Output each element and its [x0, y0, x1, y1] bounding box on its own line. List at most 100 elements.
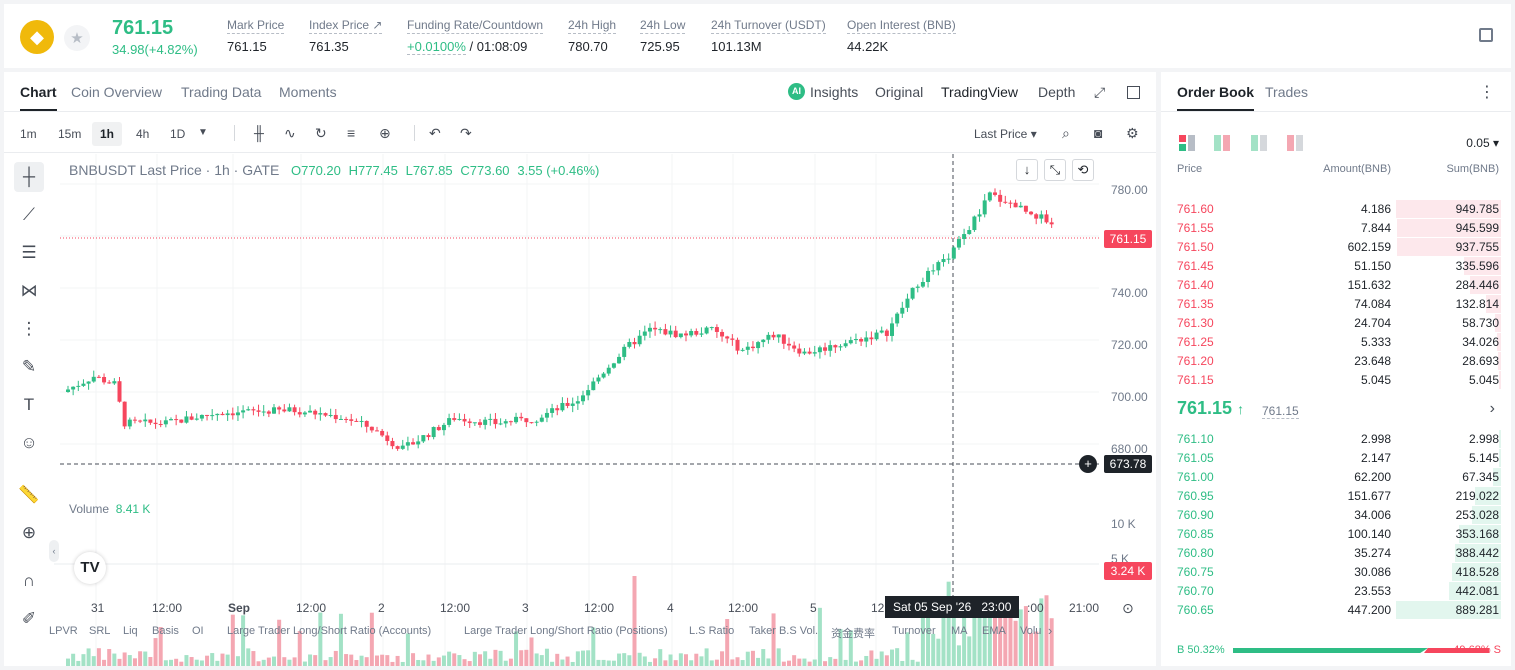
collapse-toolbar-icon[interactable]: ‹: [49, 540, 59, 562]
bid-row[interactable]: 760.80 35.274 388.442: [1161, 544, 1511, 563]
asks-view-icon[interactable]: [1251, 135, 1267, 151]
templates-icon[interactable]: ≡: [347, 125, 356, 141]
pattern-icon[interactable]: ⋈: [20, 281, 38, 300]
volume-bar: [802, 658, 807, 666]
indicator-tab[interactable]: LPVR: [49, 625, 78, 637]
bids-view-icon[interactable]: [1214, 135, 1230, 151]
ask-row[interactable]: 761.55 7.844 945.599: [1161, 219, 1511, 238]
timeframe-4h[interactable]: 4h: [136, 127, 150, 141]
bid-row[interactable]: 760.70 23.553 442.081: [1161, 582, 1511, 601]
timeframe-1h[interactable]: 1h: [92, 122, 123, 146]
indicators-icon[interactable]: ∿: [284, 125, 296, 141]
favorite-star-icon[interactable]: ★: [64, 25, 90, 51]
tick-size-select[interactable]: 0.05 ▾: [1466, 136, 1499, 150]
brush-icon[interactable]: ✎: [21, 357, 37, 376]
indicator-tab[interactable]: SRL: [89, 625, 111, 637]
add-alert-icon[interactable]: +: [1079, 455, 1097, 473]
ask-row[interactable]: 761.40 151.632 284.446: [1161, 276, 1511, 295]
timeframe-15m[interactable]: 15m: [58, 127, 82, 141]
chevron-right-icon[interactable]: ›: [1489, 400, 1495, 417]
bid-row[interactable]: 761.10 2.998 2.998: [1161, 430, 1511, 449]
indicator-tab[interactable]: Large Trader Long/Short Ratio (Positions…: [464, 625, 668, 637]
window-icon[interactable]: [1127, 86, 1140, 99]
bid-row[interactable]: 761.05 2.147 5.145: [1161, 449, 1511, 468]
tab-tradingview[interactable]: TradingView: [941, 84, 1019, 100]
more-icon[interactable]: ⋮: [1479, 84, 1495, 101]
divider: [234, 125, 235, 141]
undo-icon[interactable]: ↶: [429, 125, 441, 141]
timeframe-1d[interactable]: 1D: [170, 127, 186, 141]
trendline-icon[interactable]: ⟋: [23, 205, 35, 224]
ask-row[interactable]: 761.25 5.333 34.026: [1161, 333, 1511, 352]
magnet-icon[interactable]: ∩: [22, 571, 36, 590]
zoom-in-icon[interactable]: ⊕: [21, 523, 37, 542]
price-chart[interactable]: [4, 154, 1156, 666]
ask-row[interactable]: 761.15 5.045 5.045: [1161, 371, 1511, 390]
bid-row[interactable]: 761.00 62.200 67.345: [1161, 468, 1511, 487]
indicator-tab[interactable]: Taker B.S Vol.: [749, 625, 819, 637]
candle: [926, 270, 931, 282]
tab-coin-overview[interactable]: Coin Overview: [71, 84, 163, 100]
bid-row[interactable]: 760.95 151.677 219.022: [1161, 487, 1511, 506]
bid-row[interactable]: 760.75 30.086 418.528: [1161, 563, 1511, 582]
tab-trades[interactable]: Trades: [1265, 84, 1309, 100]
collapse-icon[interactable]: ⤡: [1044, 159, 1066, 181]
time-settings-icon[interactable]: ⊙: [1122, 600, 1134, 616]
ruler-icon[interactable]: 📏: [18, 485, 40, 504]
stat-mark-price[interactable]: Mark Price 761.15: [227, 18, 285, 54]
redo-icon[interactable]: ↷: [460, 125, 472, 141]
chevron-down-icon[interactable]: ▼: [198, 127, 208, 138]
tab-order-book[interactable]: Order Book: [1177, 84, 1255, 111]
indicator-tab[interactable]: MA: [951, 625, 968, 637]
bid-row[interactable]: 760.65 447.200 889.281: [1161, 601, 1511, 620]
tab-moments[interactable]: Moments: [279, 84, 337, 100]
indicator-tab[interactable]: Turnover: [892, 625, 936, 637]
price-type-select[interactable]: Last Price ▾: [974, 127, 1037, 141]
candles-icon[interactable]: ╫: [254, 125, 264, 141]
both-sides-view-icon[interactable]: [1179, 135, 1195, 151]
candle: [71, 386, 76, 390]
stat-index-price[interactable]: Index Price ↗ 761.35: [309, 18, 383, 54]
indicator-tab[interactable]: 资金费率: [831, 628, 875, 640]
indicator-tab[interactable]: L.S Ratio: [689, 625, 735, 637]
stat-funding-rate[interactable]: Funding Rate/Countdown +0.0100% / 01:08:…: [407, 18, 544, 55]
text-icon[interactable]: T: [23, 395, 35, 414]
indicator-tab[interactable]: Large Trader Long/Short Ratio (Accounts): [227, 625, 432, 637]
indicator-tab[interactable]: Liq: [123, 625, 138, 637]
ask-row[interactable]: 761.30 24.704 58.730: [1161, 314, 1511, 333]
indicator-tab[interactable]: EMA: [982, 625, 1006, 637]
chevron-right-icon[interactable]: ›: [1048, 623, 1053, 638]
fib-icon[interactable]: ⋮: [20, 319, 38, 338]
indicator-tab[interactable]: Basis: [152, 625, 179, 637]
book-icon[interactable]: [1479, 28, 1493, 42]
gear-icon[interactable]: ⚙: [1126, 125, 1139, 141]
ask-row[interactable]: 761.45 51.150 335.596: [1161, 257, 1511, 276]
refresh-icon[interactable]: ⟲: [1072, 159, 1094, 181]
ask-row[interactable]: 761.60 4.186 949.785: [1161, 200, 1511, 219]
arrow-down-icon[interactable]: ↓: [1016, 159, 1038, 181]
indicator-tab[interactable]: Volu: [1020, 625, 1042, 637]
bid-row[interactable]: 760.85 100.140 353.168: [1161, 525, 1511, 544]
ask-row[interactable]: 761.20 23.648 28.693: [1161, 352, 1511, 371]
bid-row[interactable]: 760.90 34.006 253.028: [1161, 506, 1511, 525]
search-icon[interactable]: ⌕: [1062, 125, 1070, 141]
emoji-icon[interactable]: ☺: [20, 433, 38, 452]
ask-row[interactable]: 761.35 74.084 132.814: [1161, 295, 1511, 314]
indicator-tab[interactable]: OI: [192, 625, 204, 637]
pencil-icon[interactable]: ✐: [21, 609, 37, 628]
horizontal-lines-icon[interactable]: ☰: [21, 243, 37, 262]
expand-icon[interactable]: ⤢: [1094, 84, 1106, 100]
depth-view-icon[interactable]: [1287, 135, 1303, 151]
tab-trading-data[interactable]: Trading Data: [181, 84, 262, 100]
tab-depth[interactable]: Depth: [1038, 84, 1076, 100]
crosshair-icon[interactable]: ┼: [14, 162, 44, 192]
replay-icon[interactable]: ↻: [315, 125, 327, 141]
ask-row[interactable]: 761.50 602.159 937.755: [1161, 238, 1511, 257]
tab-original[interactable]: Original: [875, 84, 924, 100]
volume-bar: [1008, 604, 1013, 666]
add-plugin-icon[interactable]: ⊕: [379, 125, 391, 141]
tab-insights[interactable]: Insights: [810, 84, 859, 100]
tab-chart[interactable]: Chart: [20, 84, 57, 111]
timeframe-1m[interactable]: 1m: [20, 127, 37, 141]
camera-icon[interactable]: ◙: [1094, 125, 1103, 141]
